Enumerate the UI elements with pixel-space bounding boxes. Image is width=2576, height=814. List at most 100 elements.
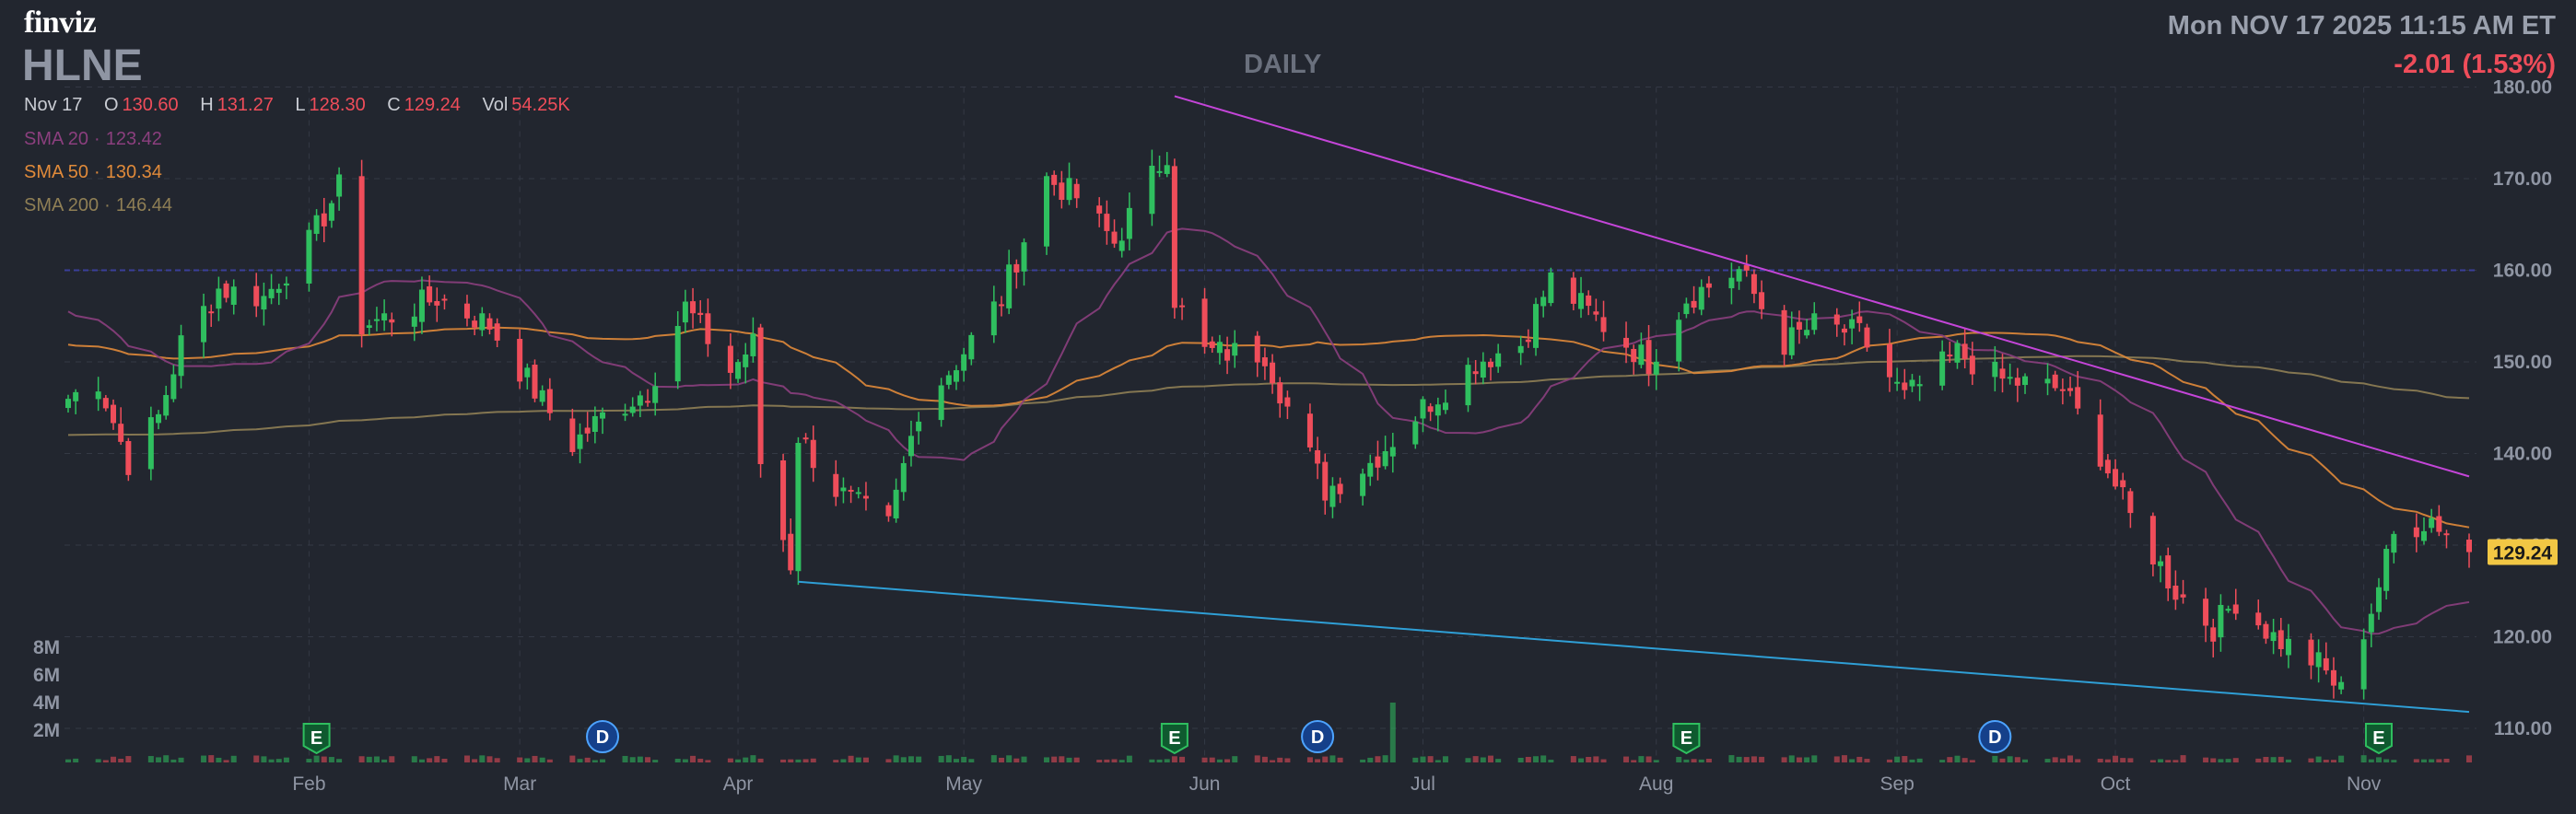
candle-body	[201, 306, 207, 343]
sma50-line	[67, 326, 2470, 529]
volume-bar	[1600, 759, 1607, 762]
finviz-logo[interactable]: finviz	[24, 6, 97, 40]
candle-body	[1156, 170, 1163, 173]
volume-bar	[788, 759, 794, 762]
candle	[1788, 311, 1795, 360]
candle-body	[1743, 264, 1750, 271]
candle-body	[95, 391, 101, 400]
candle-body	[2113, 469, 2119, 487]
volume-bar	[313, 755, 320, 762]
candle	[1171, 158, 1177, 319]
candle	[517, 329, 523, 390]
sma200-legend[interactable]: SMA 200 · 146.44	[24, 195, 173, 215]
candle-body	[1788, 327, 1795, 355]
candle-body	[1961, 343, 1968, 359]
candle	[427, 275, 433, 307]
candle	[2277, 618, 2284, 657]
volume-bar	[1284, 758, 1291, 762]
candle	[1578, 276, 1585, 319]
volume-bar	[2113, 755, 2119, 762]
candle	[1277, 377, 1283, 418]
candle-body	[73, 391, 79, 401]
candle	[2007, 363, 2013, 385]
candle-body	[1548, 272, 1554, 304]
candle	[1096, 197, 1103, 227]
volume-bar	[727, 758, 733, 762]
volume-bar	[1691, 759, 1697, 762]
volume-bar	[1322, 756, 1329, 762]
price-tick-label: 120.00	[2493, 627, 2552, 648]
candle-body	[163, 395, 170, 416]
candle	[1006, 250, 1013, 315]
candle	[1540, 290, 1547, 318]
candle	[1382, 436, 1388, 470]
candle-body	[743, 354, 749, 367]
sma200-label: SMA 200	[24, 195, 100, 215]
candle-body	[381, 313, 388, 321]
candle	[629, 397, 636, 417]
candle-body	[1306, 413, 1313, 448]
candle	[411, 303, 417, 342]
candle-body	[2263, 623, 2269, 639]
earnings-letter: E	[1168, 728, 1180, 749]
candle	[366, 320, 372, 336]
candle	[780, 453, 787, 552]
candle	[2285, 623, 2291, 669]
volume-bar	[629, 757, 636, 762]
candle	[2360, 628, 2367, 700]
candle	[788, 518, 794, 575]
candle-body	[1284, 397, 1291, 407]
volume-bar	[690, 755, 697, 762]
candle	[1698, 279, 1704, 316]
month-tick-label: Feb	[292, 773, 325, 795]
sma50-legend[interactable]: SMA 50 · 130.34	[24, 162, 162, 182]
candle-body	[2466, 540, 2472, 552]
volume-bar	[1337, 757, 1343, 762]
candle	[1329, 477, 1336, 518]
ohlc-date: Nov 17	[24, 95, 83, 115]
volume-bar	[1104, 759, 1110, 762]
candle-body	[321, 213, 327, 227]
sma20-legend[interactable]: SMA 20 · 123.42	[24, 129, 162, 149]
volume-bar	[2180, 755, 2186, 762]
candle	[2263, 621, 2269, 645]
volume-bar	[990, 755, 997, 762]
low-key: L	[295, 95, 306, 115]
ohlc-readout: Nov 17 O 130.60 H 131.27 L 128.30 C 129.24 V…	[24, 95, 570, 116]
volume-bar	[283, 757, 289, 762]
dividend-marker: D	[586, 720, 620, 753]
candle	[1254, 331, 1260, 378]
volume-bar	[697, 758, 704, 762]
candle	[1164, 152, 1170, 178]
candle-body	[1216, 342, 1223, 354]
volume-bar	[1126, 755, 1132, 762]
candle-body	[65, 399, 71, 409]
candle-body	[1992, 361, 1998, 378]
candle	[1021, 238, 1027, 286]
volume-bar	[1367, 757, 1374, 762]
volume-bar	[591, 760, 598, 762]
sma50-value: 130.34	[105, 162, 162, 182]
candle	[1533, 297, 1540, 356]
candle	[1232, 330, 1238, 368]
volume-bar	[1179, 756, 1186, 762]
candle	[907, 420, 914, 467]
candle-body	[427, 285, 433, 303]
candle	[1472, 359, 1479, 385]
candle-body	[1066, 178, 1072, 201]
candle-body	[1277, 382, 1283, 404]
candle	[1653, 349, 1659, 390]
candle-body	[1691, 300, 1697, 308]
volume-bar	[1156, 759, 1163, 762]
volume-bar	[1728, 755, 1735, 762]
candle	[472, 315, 478, 336]
candle	[757, 323, 764, 478]
candle	[216, 276, 222, 321]
candle-body	[223, 283, 229, 298]
candle	[1013, 259, 1020, 289]
volume-bar	[2104, 759, 2111, 762]
earnings-badge	[2364, 723, 2393, 755]
volume-bar	[2420, 759, 2427, 762]
